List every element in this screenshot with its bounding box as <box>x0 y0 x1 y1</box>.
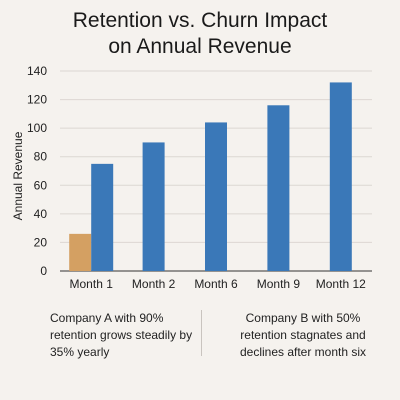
bar <box>267 105 290 272</box>
bar <box>69 233 92 271</box>
chart-title-line-2: on Annual Revenue <box>108 35 292 58</box>
chart-title-line-1: Retention vs. Churn Impact <box>72 9 328 32</box>
y-tick-label: 140 <box>27 64 47 78</box>
y-tick-label: 40 <box>34 207 48 221</box>
bar <box>142 142 165 271</box>
caption-company-a: Company A with 90% retention grows stead… <box>50 311 193 359</box>
captions: Company A with 90% retention grows stead… <box>0 308 400 368</box>
y-tick-label: 100 <box>27 121 47 135</box>
bar <box>205 122 227 271</box>
bar <box>329 82 352 271</box>
bar-chart: 0 20 40 60 80 100 120 140 Annual Revenue Month 1 M… <box>11 64 372 291</box>
x-tick-label: Month 12 <box>316 277 366 291</box>
caption-divider <box>201 310 202 356</box>
x-tick-label: Month 9 <box>257 277 301 291</box>
bar <box>91 163 114 271</box>
x-tick-label: Month 1 <box>70 277 114 291</box>
chart-title: Retention vs. Churn Impact on Annual Rev… <box>0 8 400 60</box>
y-tick-label: 20 <box>34 235 48 249</box>
y-axis-title: Annual Revenue <box>11 131 25 220</box>
x-tick-label: Month 2 <box>132 277 176 291</box>
x-tick-label: Month 6 <box>194 277 238 291</box>
caption-company-b: Company B with 50% retention stagnates a… <box>239 311 367 359</box>
y-tick-label: 80 <box>34 150 48 164</box>
y-tick-label: 120 <box>27 93 47 107</box>
y-tick-label: 60 <box>34 178 48 192</box>
y-tick-label: 0 <box>40 264 47 278</box>
